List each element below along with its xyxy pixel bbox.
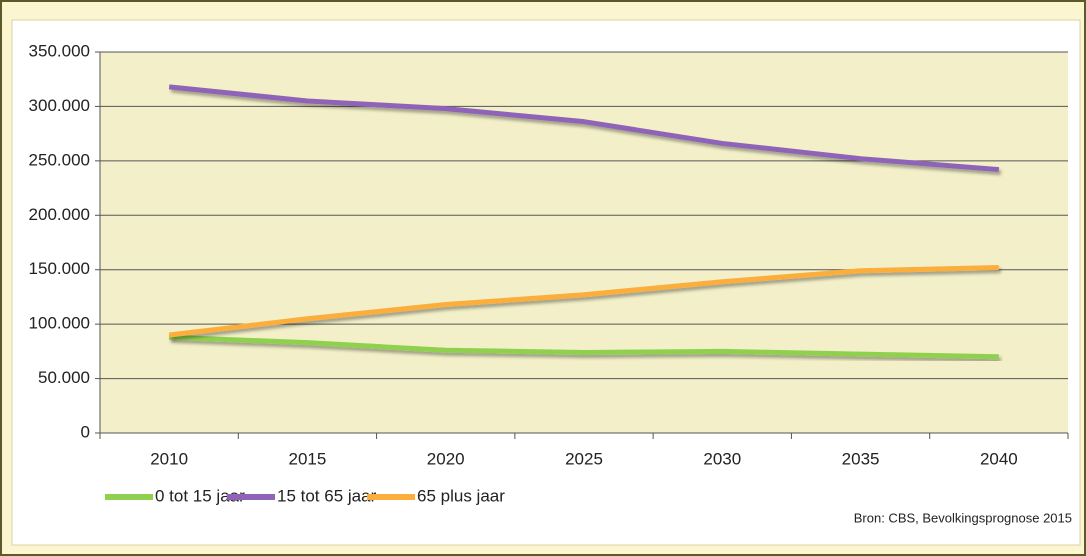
y-tick-label: 150.000 [29,259,90,278]
y-tick-label: 100.000 [29,314,90,333]
x-tick-label: 2015 [289,449,327,468]
x-tick-label: 2020 [427,449,465,468]
y-tick-label: 0 [81,422,90,441]
plot-area [100,52,1068,433]
y-tick-label: 200.000 [29,205,90,224]
x-tick-label: 2040 [980,449,1018,468]
x-tick-label: 2010 [150,449,188,468]
series-line [169,334,999,360]
series-line [168,84,1000,173]
x-tick-label: 2035 [842,449,880,468]
legend-label: 0 tot 15 jaar [155,486,245,505]
y-tick-label: 250.000 [29,150,90,169]
legend-label: 65 plus jaar [417,486,505,505]
series-line [168,265,999,338]
y-tick-label: 50.000 [38,368,90,387]
source-note: Bron: CBS, Bevolkingsprognose 2015 [854,510,1072,525]
legend-label: 15 tot 65 jaar [277,486,377,505]
y-tick-label: 300.000 [29,96,90,115]
y-tick-label: 350.000 [29,41,90,60]
x-tick-label: 2030 [703,449,741,468]
x-tick-label: 2025 [565,449,603,468]
